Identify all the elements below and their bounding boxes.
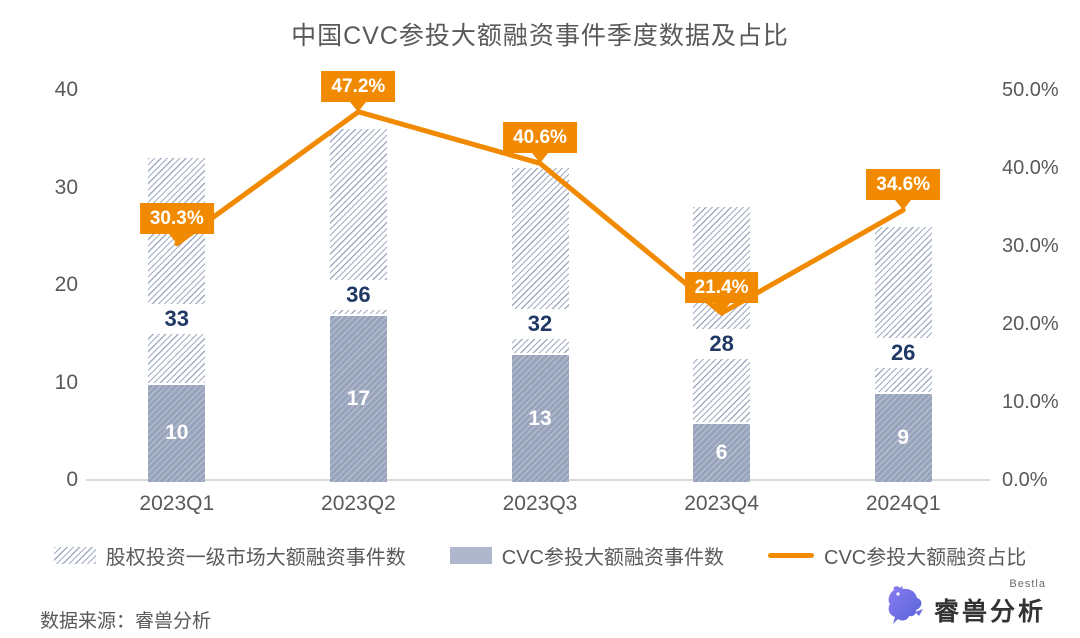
- line-swatch-icon: [768, 552, 814, 558]
- legend-label-cvc: CVC参投大额融资事件数: [501, 546, 724, 569]
- legend-item-cvc-bar: CVC参投大额融资事件数: [449, 541, 724, 570]
- y-axis-label-right: 40.0%: [1002, 157, 1059, 179]
- brand-logo: Bestla 睿兽分析: [884, 578, 1046, 628]
- x-axis-label: 2023Q4: [684, 492, 759, 515]
- y-axis-label-left: 40: [54, 78, 78, 101]
- y-axis-label-left: 0: [66, 468, 78, 491]
- y-axis-label-right: 0.0%: [1002, 469, 1048, 491]
- cvc-bar: 6: [693, 421, 751, 482]
- total-value-label: 26: [874, 338, 932, 369]
- legend-label-total: 股权投资一级市场大额融资事件数: [105, 546, 406, 569]
- source-note: 数据来源：睿兽分析: [40, 611, 212, 632]
- y-axis-label-left: 10: [54, 370, 78, 394]
- ratio-value-callout: 21.4%: [684, 272, 759, 314]
- total-value-label: 28: [693, 328, 751, 359]
- beast-icon: [888, 586, 923, 624]
- x-axis-label: 2024Q1: [865, 492, 941, 515]
- solid-swatch-icon: [449, 546, 492, 564]
- legend-item-total-bar: 股权投资一级市场大额融资事件数: [53, 541, 406, 570]
- ratio-value-callout: 40.6%: [503, 122, 577, 164]
- ratio-value-callout: 34.6%: [866, 169, 941, 211]
- ratio-value-callout: 30.3%: [139, 202, 214, 244]
- cvc-bar: 10: [148, 382, 206, 482]
- brand-name-label: 睿兽分析: [933, 598, 1046, 626]
- y-axis-label-left: 20: [54, 273, 78, 296]
- y-axis-label-right: 30.0%: [1002, 235, 1059, 257]
- callout-pointer-icon: [168, 233, 185, 244]
- brand-text: Bestla 睿兽分析: [933, 578, 1046, 628]
- legend: 股权投资一级市场大额融资事件数 CVC参投大额融资事件数 CVC参投大额融资占比: [0, 538, 1080, 572]
- hatched-swatch-icon: [53, 546, 96, 564]
- cvc-bar: 13: [511, 353, 569, 482]
- callout-pointer-icon: [713, 303, 730, 314]
- cvc-bar: 9: [874, 392, 932, 482]
- callout-pointer-icon: [350, 101, 367, 112]
- legend-item-ratio-line: CVC参投大额融资占比: [768, 541, 1026, 570]
- legend-label-ratio: CVC参投大额融资占比: [824, 546, 1027, 569]
- ratio-value-callout: 47.2%: [321, 70, 396, 112]
- x-axis-label: 2023Q1: [139, 492, 215, 515]
- x-axis-label: 2023Q3: [502, 492, 578, 515]
- y-axis-label-right: 50.0%: [1002, 79, 1059, 101]
- y-axis-label-left: 30: [54, 175, 78, 199]
- brand-sub-label: Bestla: [1009, 578, 1046, 590]
- callout-pointer-icon: [895, 200, 912, 211]
- y-axis-label-right: 10.0%: [1002, 391, 1059, 413]
- chart-title: 中国CVC参投大额融资事件季度数据及占比: [291, 22, 789, 50]
- y-axis-label-right: 20.0%: [1002, 313, 1059, 335]
- x-axis-label: 2023Q2: [321, 492, 396, 515]
- callout-pointer-icon: [532, 153, 548, 164]
